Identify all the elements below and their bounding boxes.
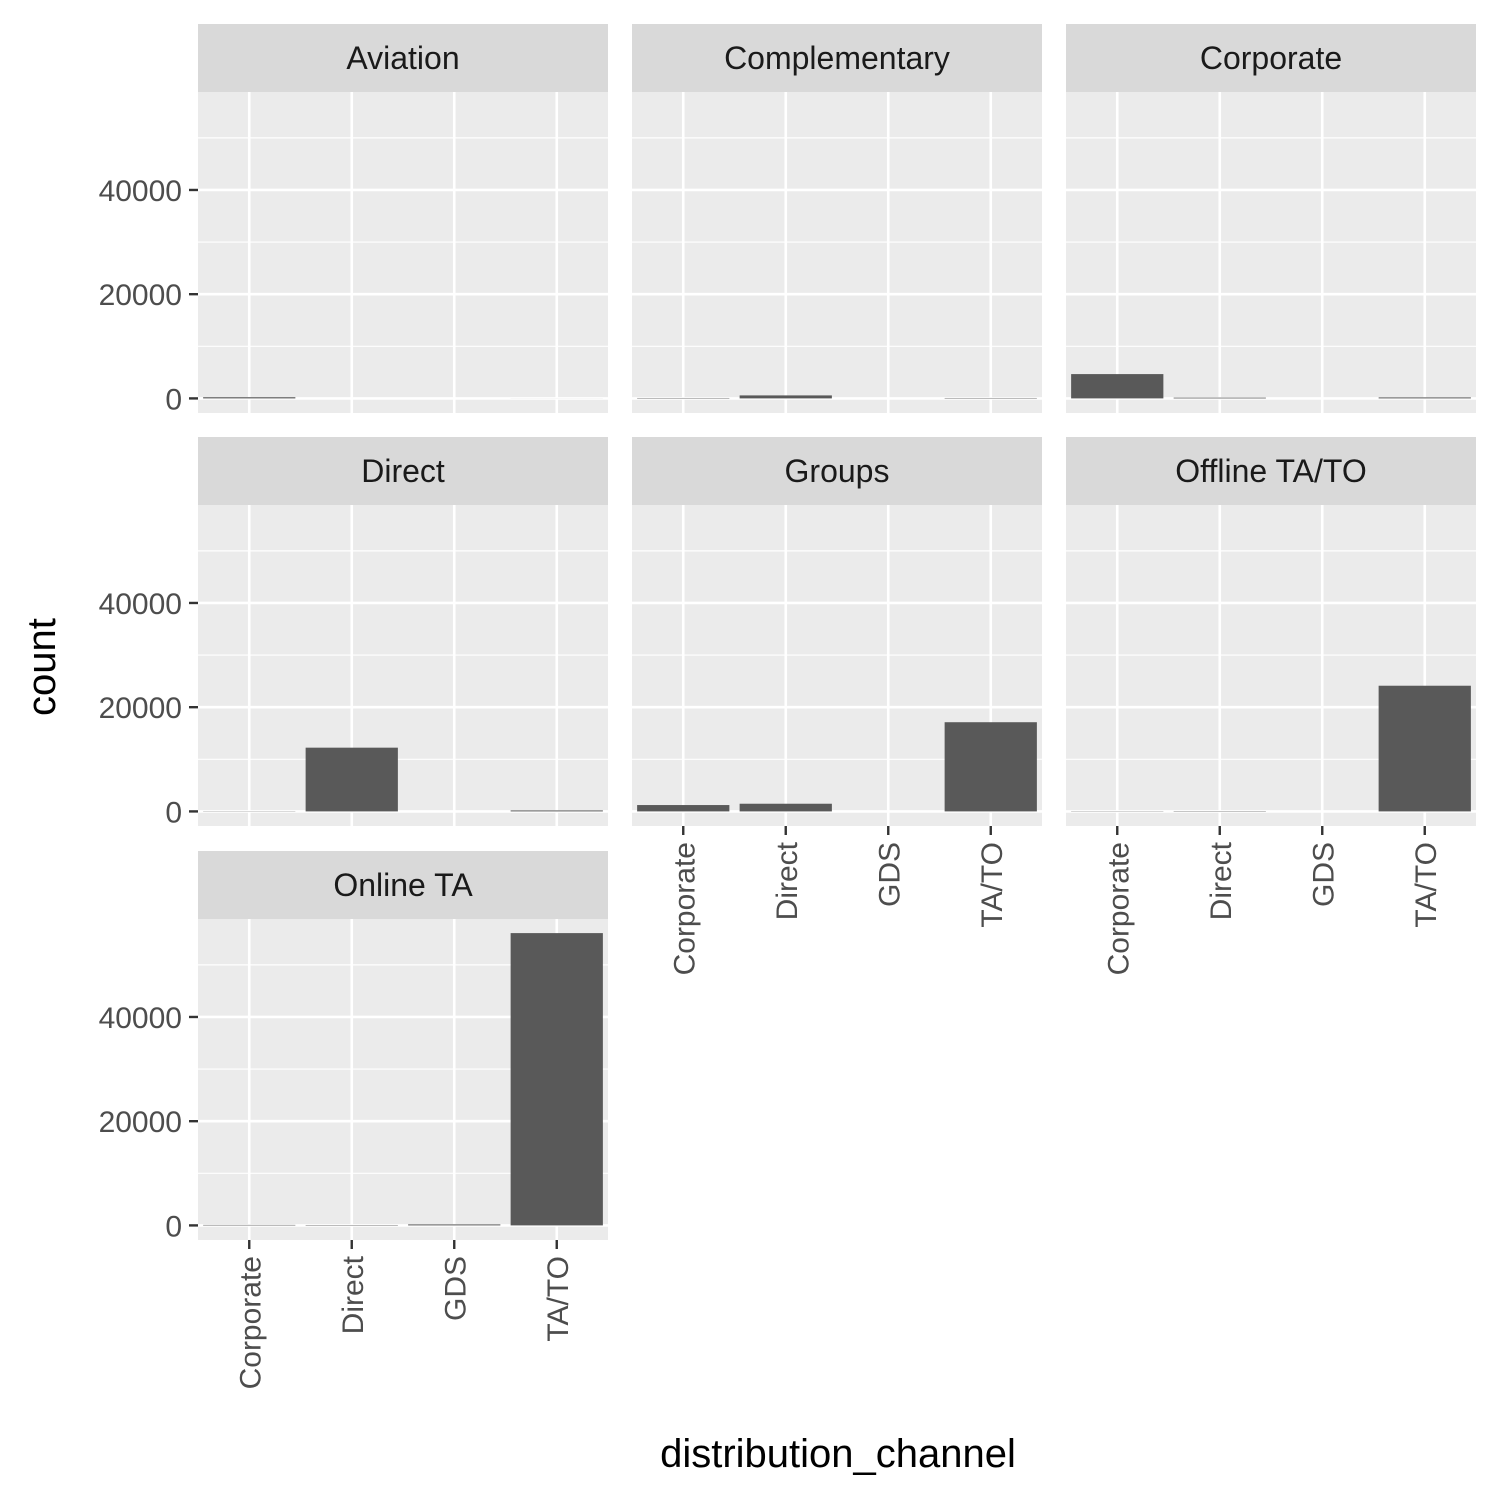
panel-background: [632, 92, 1042, 413]
bar: [1071, 374, 1163, 398]
facet-title: Corporate: [1200, 40, 1342, 76]
y-tick-label: 40000: [99, 1002, 182, 1035]
x-tick-label: TA/TO: [976, 842, 1009, 928]
panel-background: [198, 92, 608, 413]
y-tick-label: 40000: [99, 175, 182, 208]
y-tick-label: 0: [165, 796, 182, 829]
x-tick-label: Direct: [1205, 841, 1238, 920]
facet-title: Aviation: [346, 40, 459, 76]
bar: [637, 805, 729, 811]
facet-title: Offline TA/TO: [1175, 453, 1366, 489]
y-tick-label: 0: [165, 383, 182, 416]
bar: [945, 722, 1037, 811]
y-tick-label: 40000: [99, 588, 182, 621]
facet-title: Groups: [785, 453, 890, 489]
x-tick-label: GDS: [1307, 842, 1340, 907]
bar: [203, 397, 295, 398]
bar: [511, 933, 603, 1225]
y-axis-title: count: [20, 618, 64, 716]
y-tick-label: 0: [165, 1210, 182, 1243]
bar: [408, 1224, 500, 1225]
x-tick-label: GDS: [873, 842, 906, 907]
facet-title: Direct: [361, 453, 445, 489]
x-tick-label: Corporate: [234, 1256, 267, 1389]
panel-background: [198, 505, 608, 826]
x-tick-label: TA/TO: [542, 1256, 575, 1342]
y-tick-label: 20000: [99, 1106, 182, 1139]
y-tick-label: 20000: [99, 692, 182, 725]
x-axis-title: distribution_channel: [660, 1432, 1016, 1476]
x-tick-label: TA/TO: [1410, 842, 1443, 928]
bar: [203, 1225, 295, 1226]
x-tick-label: Corporate: [1102, 842, 1135, 975]
facet-title: Online TA: [333, 867, 473, 903]
bar: [1174, 398, 1266, 399]
panel-background: [1066, 92, 1476, 413]
y-tick-label: 20000: [99, 279, 182, 312]
bar: [511, 810, 603, 811]
x-tick-label: GDS: [439, 1256, 472, 1321]
bar: [306, 748, 398, 812]
facet-title: Complementary: [724, 40, 950, 76]
x-tick-label: Direct: [771, 841, 804, 920]
bar: [1379, 686, 1471, 812]
x-tick-label: Direct: [337, 1255, 370, 1334]
bar: [740, 395, 832, 398]
x-tick-label: Corporate: [668, 842, 701, 975]
bar: [740, 804, 832, 812]
bar: [1379, 397, 1471, 398]
